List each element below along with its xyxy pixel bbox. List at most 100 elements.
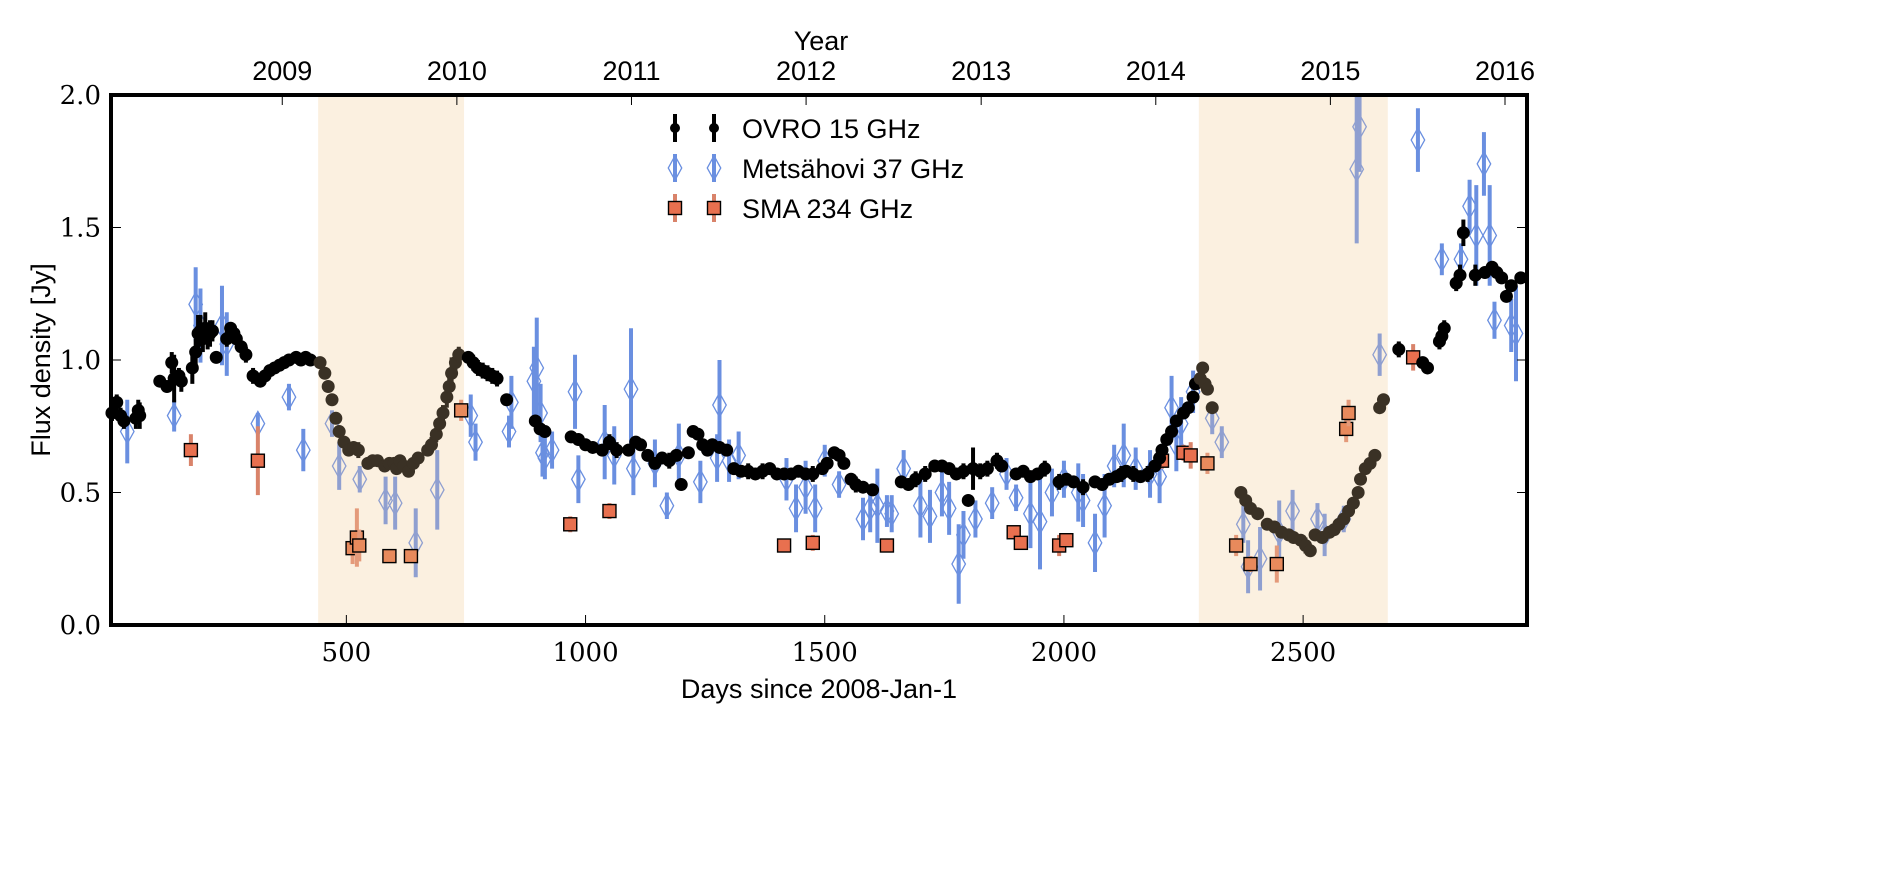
data-point bbox=[1410, 126, 1426, 154]
data-point bbox=[674, 478, 688, 492]
legend-entry-metsahovi: Metsähovi 37 GHz bbox=[667, 154, 964, 184]
data-point bbox=[1392, 342, 1406, 356]
data-point bbox=[1008, 484, 1024, 512]
data-point bbox=[1214, 428, 1230, 456]
data-point bbox=[183, 442, 199, 458]
data-point bbox=[820, 456, 834, 470]
x-axis-title: Days since 2008-Jan-1 bbox=[681, 674, 957, 704]
y-tick-label: 2.0 bbox=[60, 81, 101, 111]
data-point bbox=[1376, 393, 1390, 407]
data-point bbox=[1183, 448, 1198, 463]
data-point bbox=[1352, 113, 1368, 141]
data-point bbox=[659, 492, 675, 520]
data-point bbox=[862, 494, 878, 522]
data-point bbox=[1204, 404, 1220, 432]
year-tick-label: 2014 bbox=[1126, 56, 1186, 86]
data-point bbox=[980, 462, 994, 476]
data-point bbox=[1022, 500, 1038, 528]
data-point bbox=[468, 428, 484, 456]
data-point bbox=[692, 468, 708, 496]
legend-entry-sma: SMA 234 GHz bbox=[667, 194, 913, 224]
legend: OVRO 15 GHz Metsähovi 37 GHz SMA 234 GHz bbox=[667, 114, 964, 224]
data-point bbox=[1285, 497, 1301, 525]
data-point bbox=[403, 548, 419, 564]
legend-symbol bbox=[670, 123, 680, 133]
data-point bbox=[879, 538, 895, 553]
data-point bbox=[602, 503, 617, 519]
data-point bbox=[174, 374, 188, 388]
data-point bbox=[1013, 535, 1029, 551]
data-point bbox=[1235, 510, 1251, 538]
data-point bbox=[1032, 508, 1048, 536]
data-point bbox=[831, 471, 847, 499]
data-point bbox=[429, 476, 445, 504]
data-point bbox=[1456, 226, 1470, 240]
data-point bbox=[117, 414, 131, 428]
data-point bbox=[1165, 425, 1179, 439]
data-point bbox=[912, 492, 928, 520]
x-tick-label: 2000 bbox=[1031, 638, 1097, 668]
data-point bbox=[1468, 221, 1484, 249]
legend-label-ovro: OVRO 15 GHz bbox=[742, 114, 921, 144]
data-point bbox=[1186, 390, 1200, 404]
top-axis-title: Year bbox=[794, 26, 849, 56]
data-point bbox=[941, 494, 957, 522]
data-point bbox=[500, 393, 514, 407]
x-tick-label: 1500 bbox=[792, 638, 858, 668]
data-point bbox=[1155, 443, 1169, 457]
data-point bbox=[837, 456, 851, 470]
data-point bbox=[934, 479, 950, 506]
data-point bbox=[387, 489, 403, 517]
data-point bbox=[1243, 556, 1258, 572]
data-point bbox=[961, 493, 975, 507]
data-point bbox=[984, 489, 1000, 517]
data-point bbox=[205, 324, 219, 338]
shaded-interval-1 bbox=[318, 95, 465, 625]
data-point bbox=[1269, 556, 1285, 572]
data-point bbox=[1059, 533, 1074, 548]
data-point bbox=[798, 473, 814, 501]
data-point bbox=[634, 438, 648, 452]
data-point bbox=[250, 453, 266, 468]
data-point bbox=[166, 402, 182, 430]
data-point bbox=[529, 354, 545, 382]
data-point bbox=[453, 403, 469, 418]
data-point bbox=[318, 366, 332, 380]
data-point bbox=[1181, 401, 1195, 415]
data-point bbox=[918, 467, 932, 481]
year-tick-label: 2011 bbox=[602, 56, 660, 86]
data-point bbox=[805, 535, 820, 551]
data-point bbox=[806, 467, 820, 481]
legend-symbol bbox=[667, 154, 683, 182]
data-point bbox=[1372, 341, 1388, 369]
data-point bbox=[1066, 475, 1080, 489]
data-point bbox=[807, 494, 823, 522]
data-points bbox=[105, 95, 1528, 604]
data-point bbox=[1097, 492, 1113, 520]
x-tick-label: 500 bbox=[322, 638, 372, 668]
data-point bbox=[332, 425, 346, 439]
data-point bbox=[165, 356, 179, 370]
data-point bbox=[329, 411, 343, 425]
data-point bbox=[411, 451, 425, 465]
legend-entry-ovro: OVRO 15 GHz bbox=[670, 114, 921, 144]
data-point bbox=[1075, 486, 1091, 514]
data-point bbox=[1038, 462, 1052, 476]
data-point bbox=[922, 502, 938, 530]
data-point bbox=[1228, 538, 1244, 553]
legend-symbol bbox=[667, 200, 683, 216]
data-point bbox=[1338, 421, 1354, 437]
data-point bbox=[1044, 479, 1060, 506]
legend-label-sma: SMA 234 GHz bbox=[742, 194, 913, 224]
data-point bbox=[681, 446, 695, 460]
data-point bbox=[321, 380, 335, 393]
data-point bbox=[1453, 268, 1467, 282]
data-point bbox=[563, 517, 578, 532]
data-point bbox=[720, 443, 734, 457]
x-tick-label: 2500 bbox=[1270, 638, 1336, 668]
data-point bbox=[1514, 271, 1528, 285]
data-point bbox=[570, 465, 586, 493]
data-point bbox=[623, 375, 639, 403]
data-point bbox=[501, 418, 517, 446]
